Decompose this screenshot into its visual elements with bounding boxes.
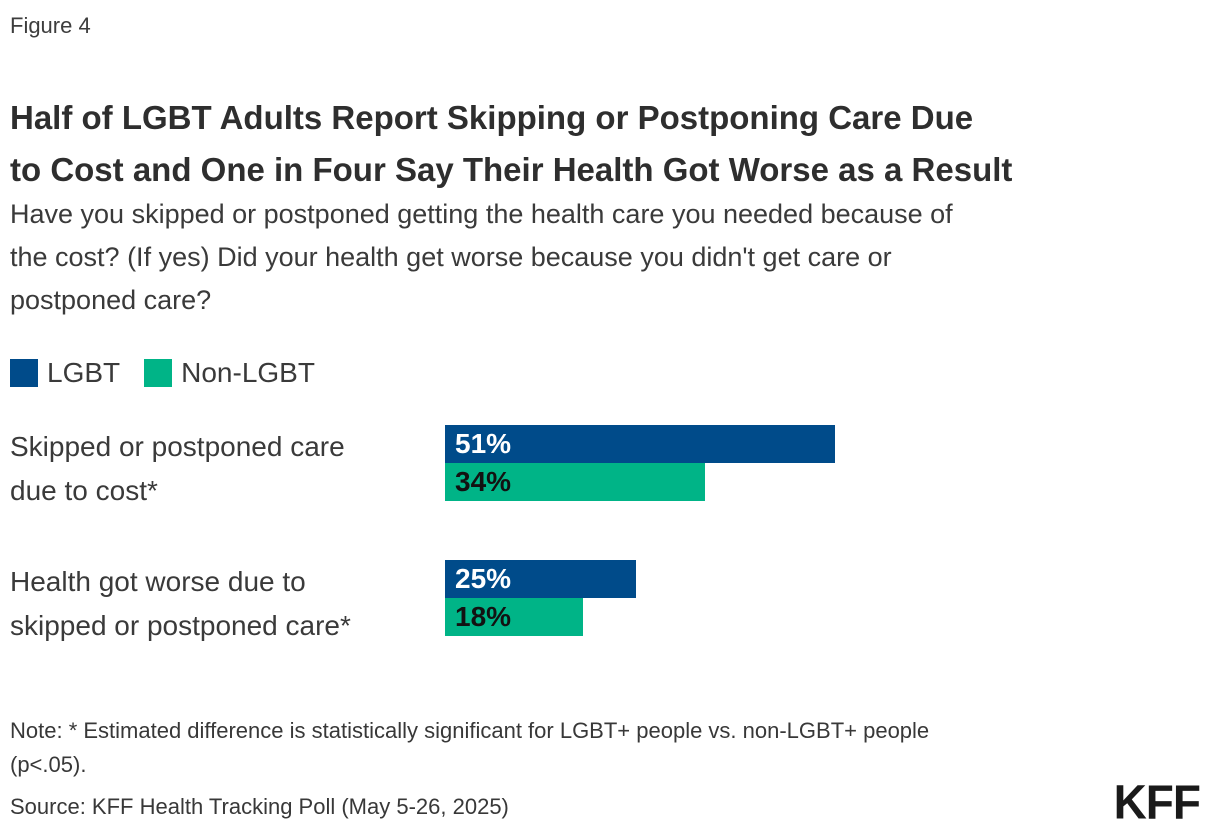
- kff-logo: KFF: [1113, 774, 1201, 829]
- legend-label-lgbt: LGBT: [47, 357, 121, 388]
- bar-lgbt: 25%: [445, 560, 637, 598]
- bar-value-label: 18%: [455, 601, 512, 632]
- bar-lgbt: 51%: [445, 425, 836, 463]
- legend-item-lgbt: LGBT: [10, 357, 120, 389]
- bar-group: 25% 18%: [445, 560, 637, 636]
- non-lgbt-swatch-icon: [144, 359, 173, 387]
- legend-item-non-lgbt: Non-LGBT: [144, 357, 315, 389]
- bar-value-label: 25%: [455, 563, 512, 594]
- source-attribution: Source: KFF Health Tracking Poll (May 5-…: [10, 794, 509, 819]
- bar-group: 51% 34%: [445, 425, 836, 501]
- footnote: Note: * Estimated difference is statisti…: [10, 718, 930, 777]
- bar-non-lgbt: 34%: [445, 463, 706, 501]
- bar-value-label: 34%: [455, 466, 512, 497]
- category-label: Health got worse due to skipped or postp…: [10, 566, 351, 641]
- legend-label-non-lgbt: Non-LGBT: [181, 357, 315, 388]
- figure-number-label: Figure 4: [10, 13, 91, 38]
- chart-subtitle-question: Have you skipped or postponed getting th…: [10, 199, 953, 315]
- category-label: Skipped or postponed care due to cost*: [10, 431, 345, 506]
- chart-title: Half of LGBT Adults Report Skipping or P…: [10, 99, 1013, 189]
- bar-non-lgbt: 18%: [445, 598, 583, 636]
- lgbt-swatch-icon: [10, 359, 38, 387]
- bar-value-label: 51%: [455, 428, 512, 459]
- legend: LGBT Non-LGBT: [10, 357, 315, 389]
